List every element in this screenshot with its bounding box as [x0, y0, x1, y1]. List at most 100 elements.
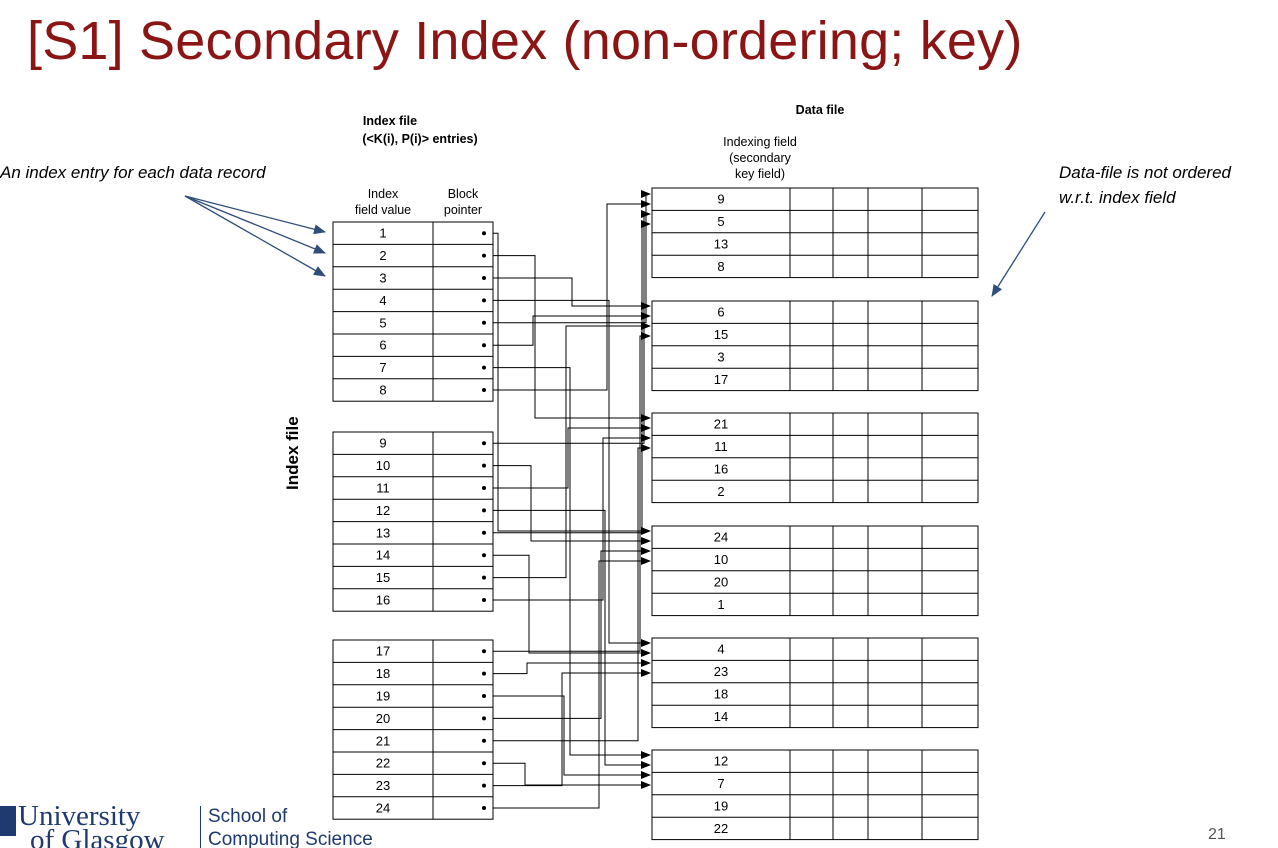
block-pointer-dot — [482, 508, 486, 513]
pointer-arrow — [484, 332, 651, 652]
index-field-value: 7 — [379, 360, 386, 375]
data-record-key: 6 — [717, 305, 724, 320]
logo-divider — [200, 806, 201, 848]
data-record-key: 10 — [714, 552, 728, 567]
index-field-value: 1 — [379, 226, 386, 241]
data-record-key: 14 — [714, 709, 728, 724]
index-field-value: 16 — [376, 593, 390, 608]
annotation-arrows — [184, 195, 1046, 297]
block-pointer-dot — [482, 343, 486, 348]
block-pointer-lines — [484, 190, 651, 809]
block-pointer-dot — [482, 694, 486, 698]
col-block-pointer-2: pointer — [443, 203, 483, 217]
school-name-line1: School of — [208, 806, 288, 827]
index-block: 1 2 3 4 5 6 7 8 — [332, 221, 494, 402]
block-pointer-dot — [482, 738, 486, 743]
block-pointer-dot — [482, 463, 486, 468]
data-block: 12 7 19 22 — [651, 749, 979, 841]
pointer-arrow — [484, 434, 651, 601]
data-record-key: 1 — [717, 597, 724, 612]
data-record-key: 23 — [714, 664, 728, 679]
data-record-key: 15 — [714, 327, 728, 342]
block-pointer-dot — [482, 276, 486, 280]
data-record-key: 18 — [714, 687, 728, 702]
pointer-arrow — [484, 255, 651, 422]
pointer-arrow — [484, 509, 651, 769]
index-field-value: 10 — [376, 458, 390, 473]
pointer-arrow — [484, 210, 651, 444]
data-record-key: 4 — [717, 642, 724, 657]
index-field-value: 9 — [379, 436, 386, 451]
data-record-key: 5 — [717, 214, 724, 229]
data-record-key: 16 — [714, 462, 728, 477]
data-record-key: 8 — [717, 259, 724, 274]
index-file-heading: Index file — [362, 114, 418, 128]
block-pointer-dot — [482, 806, 486, 810]
pointer-arrow — [484, 322, 651, 579]
block-pointer-dot — [482, 649, 486, 654]
pointer-arrow — [484, 299, 651, 647]
block-pointer-dot — [482, 231, 486, 236]
data-record-key: 20 — [714, 575, 728, 590]
pointer-arrow — [484, 557, 651, 809]
block-pointer-dot — [482, 365, 486, 370]
slide-title: [S1] Secondary Index (non-ordering; key) — [27, 11, 1023, 71]
data-record-key: 2 — [717, 484, 724, 499]
data-block: 24 10 20 1 — [651, 525, 979, 617]
index-field-value: 5 — [379, 315, 386, 330]
annotation-not-ordered-line1: Data-file is not ordered — [1059, 163, 1231, 182]
logo-glasgow: of Glasgow — [30, 824, 165, 848]
data-record-key: 19 — [714, 799, 728, 814]
block-pointer-dot — [482, 298, 486, 303]
crest-icon — [0, 806, 16, 836]
data-block: 6 15 3 17 — [651, 300, 979, 392]
data-block: 21 11 16 2 — [651, 412, 979, 504]
index-field-value: 23 — [376, 778, 390, 793]
index-field-value: 15 — [376, 570, 390, 585]
index-field-value: 17 — [376, 644, 390, 659]
data-record-key: 13 — [714, 237, 728, 252]
index-block: 9 10 11 12 13 14 15 16 — [332, 431, 494, 612]
data-record-key: 3 — [717, 350, 724, 365]
block-pointer-dot — [482, 553, 486, 558]
col-index-field-value: Index — [367, 187, 399, 201]
pointer-arrow — [484, 695, 651, 779]
indexing-field-label-3: key field) — [734, 167, 786, 181]
block-pointer-dot — [482, 530, 486, 535]
pointer-arrow — [484, 465, 651, 545]
block-pointer-dot — [482, 441, 486, 446]
pointer-arrow — [484, 547, 651, 719]
data-block: 4 23 18 14 — [651, 637, 979, 729]
index-entries-heading: (<K(i), P(i)> entries) — [362, 132, 478, 146]
pointer-arrow — [484, 220, 651, 534]
data-file-heading: Data file — [795, 103, 845, 117]
index-field-value: 21 — [376, 733, 390, 748]
pointer-arrow — [484, 277, 651, 310]
data-block: 9 5 13 8 — [651, 187, 979, 279]
block-pointer-dot — [482, 388, 486, 392]
pointer-arrow — [484, 367, 651, 759]
data-record-key: 17 — [714, 372, 728, 387]
data-record-key: 21 — [714, 417, 728, 432]
index-field-value: 18 — [376, 666, 390, 681]
pointer-arrow — [484, 200, 651, 391]
index-field-value: 22 — [376, 756, 390, 771]
pointer-arrow — [484, 669, 651, 787]
index-field-value: 8 — [379, 383, 386, 398]
pointer-arrow — [484, 659, 651, 675]
data-record-key: 12 — [714, 754, 728, 769]
annotation-index-entry: An index entry for each data record — [0, 163, 266, 182]
indexing-field-label: Indexing field — [723, 135, 797, 149]
col-index-field-value-2: field value — [354, 203, 412, 217]
block-pointer-dot — [482, 486, 486, 490]
block-pointer-dot — [482, 320, 486, 325]
block-pointer-dot — [482, 716, 486, 721]
school-name-line2: Computing Science — [208, 829, 373, 848]
pointer-arrow — [484, 444, 651, 742]
index-field-value: 2 — [379, 248, 386, 263]
annotation-not-ordered-line2: w.r.t. index field — [1059, 188, 1176, 207]
pointer-arrow — [484, 762, 651, 789]
pointer-arrow — [484, 312, 651, 346]
